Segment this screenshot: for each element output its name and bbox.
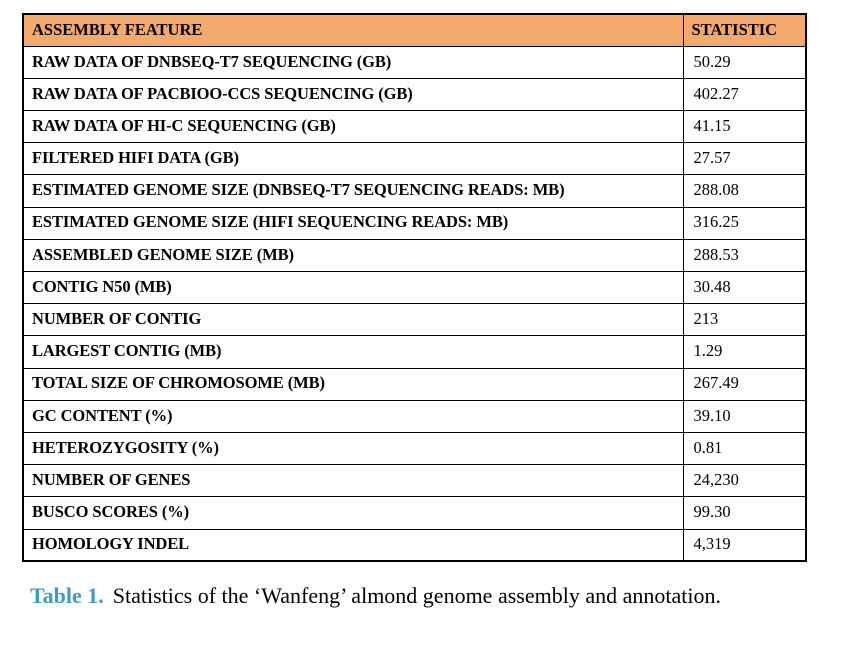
feature-cell: TOTAL SIZE OF CHROMOSOME (MB) [22,367,684,401]
table-header-row: ASSEMBLY FEATURE STATISTIC [22,13,807,47]
table-row: CONTIG N50 (MB) 30.48 [22,270,807,305]
table-row: NUMBER OF CONTIG 213 [22,303,807,337]
feature-cell: NUMBER OF GENES [22,464,684,498]
feature-cell: ESTIMATED GENOME SIZE (DNBSEQ-T7 SEQUENC… [22,174,684,208]
feature-cell: GC CONTENT (%) [22,399,684,433]
statistic-cell: 24,230 [682,464,807,498]
table-caption-label: Table 1. [30,583,104,609]
feature-cell: RAW DATA OF HI-C SEQUENCING (GB) [22,110,684,144]
statistic-cell: 4,319 [682,528,807,562]
feature-cell: ESTIMATED GENOME SIZE (HIFI SEQUENCING R… [22,206,684,240]
table-row: LARGEST CONTIG (MB) 1.29 [22,335,807,369]
table-row: NUMBER OF GENES 24,230 [22,464,807,498]
feature-cell: RAW DATA OF DNBSEQ-T7 SEQUENCING (GB) [22,45,684,79]
table-row: TOTAL SIZE OF CHROMOSOME (MB) 267.49 [22,367,807,401]
feature-cell: ASSEMBLED GENOME SIZE (MB) [22,238,684,273]
feature-cell: BUSCO SCORES (%) [22,496,684,530]
table-row: ASSEMBLED GENOME SIZE (MB) 288.53 [22,238,807,273]
table-caption-text: Statistics of the ‘Wanfeng’ almond genom… [112,583,721,609]
table-row: BUSCO SCORES (%) 99.30 [22,496,807,530]
statistic-cell: 288.53 [682,238,807,273]
feature-cell: RAW DATA OF PACBIOO-CCS SEQUENCING (GB) [22,77,684,112]
column-header-assembly-feature: ASSEMBLY FEATURE [22,13,684,47]
statistic-cell: 213 [682,303,807,337]
feature-cell: CONTIG N50 (MB) [22,270,684,305]
statistic-cell: 50.29 [682,45,807,79]
feature-cell: LARGEST CONTIG (MB) [22,335,684,369]
table-row: FILTERED HIFI DATA (GB) 27.57 [22,142,807,176]
feature-cell: HOMOLOGY INDEL [22,528,684,562]
statistic-cell: 39.10 [682,399,807,433]
statistic-cell: 316.25 [682,206,807,240]
table-caption: Table 1. Statistics of the ‘Wanfeng’ almo… [22,583,845,609]
statistic-cell: 1.29 [682,335,807,369]
column-header-statistic: STATISTIC [682,13,807,47]
statistic-cell: 288.08 [682,174,807,208]
table-row: RAW DATA OF PACBIOO-CCS SEQUENCING (GB) … [22,77,807,112]
table-row: HOMOLOGY INDEL 4,319 [22,528,807,562]
statistic-cell: 0.81 [682,431,807,466]
statistic-cell: 99.30 [682,496,807,530]
statistic-cell: 27.57 [682,142,807,176]
feature-cell: FILTERED HIFI DATA (GB) [22,142,684,176]
statistic-cell: 267.49 [682,367,807,401]
table-row: GC CONTENT (%) 39.10 [22,399,807,433]
table-row: RAW DATA OF HI-C SEQUENCING (GB) 41.15 [22,110,807,144]
feature-cell: NUMBER OF CONTIG [22,303,684,337]
table-row: ESTIMATED GENOME SIZE (HIFI SEQUENCING R… [22,206,807,240]
statistic-cell: 402.27 [682,77,807,112]
table-row: RAW DATA OF DNBSEQ-T7 SEQUENCING (GB) 50… [22,45,807,79]
statistic-cell: 30.48 [682,270,807,305]
assembly-statistics-table: ASSEMBLY FEATURE STATISTIC RAW DATA OF D… [22,13,807,563]
page: ASSEMBLY FEATURE STATISTIC RAW DATA OF D… [22,13,845,609]
statistic-cell: 41.15 [682,110,807,144]
table-row: HETEROZYGOSITY (%) 0.81 [22,431,807,466]
table-row: ESTIMATED GENOME SIZE (DNBSEQ-T7 SEQUENC… [22,174,807,208]
feature-cell: HETEROZYGOSITY (%) [22,431,684,466]
